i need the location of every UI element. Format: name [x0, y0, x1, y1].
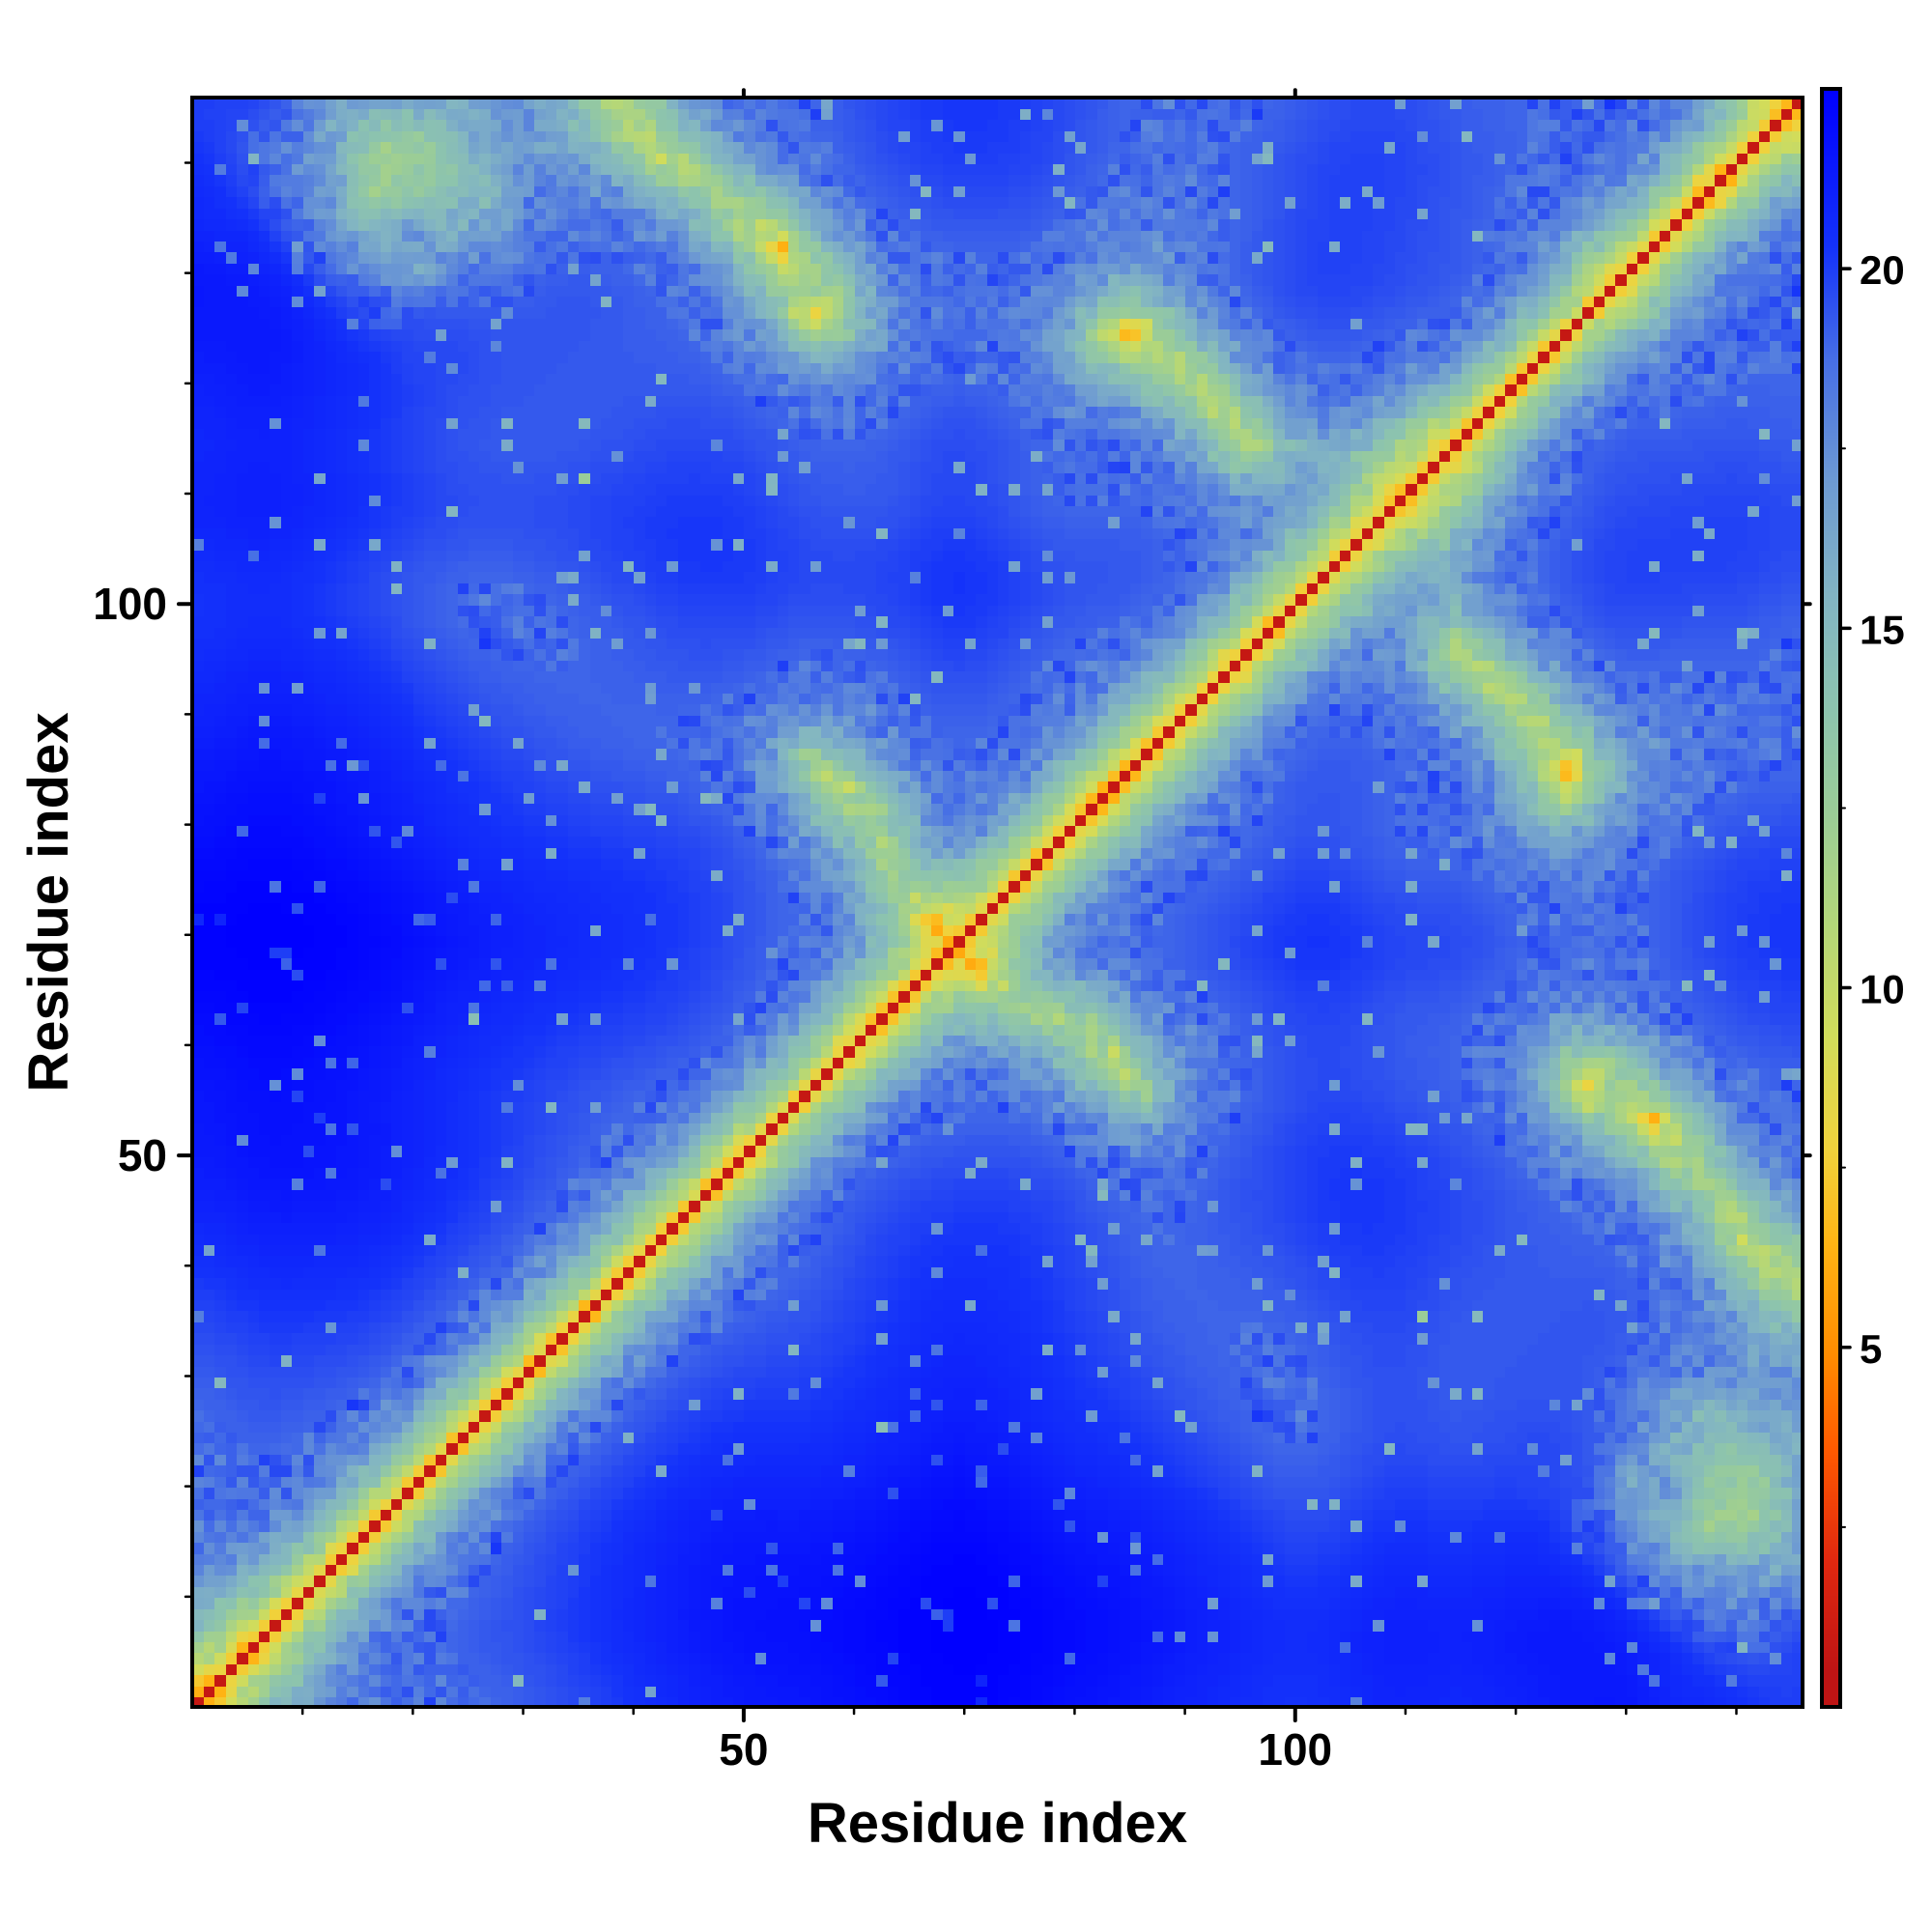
svg-text:50: 50 [118, 1130, 167, 1180]
svg-text:20: 20 [1860, 247, 1905, 293]
svg-text:10: 10 [1860, 967, 1905, 1012]
svg-text:5: 5 [1860, 1326, 1882, 1372]
svg-text:100: 100 [1258, 1724, 1332, 1775]
svg-text:Residue index: Residue index [808, 1792, 1187, 1855]
svg-text:100: 100 [93, 579, 167, 629]
svg-text:15: 15 [1860, 607, 1905, 652]
svg-text:50: 50 [719, 1724, 768, 1775]
svg-text:Residue index: Residue index [17, 712, 80, 1092]
